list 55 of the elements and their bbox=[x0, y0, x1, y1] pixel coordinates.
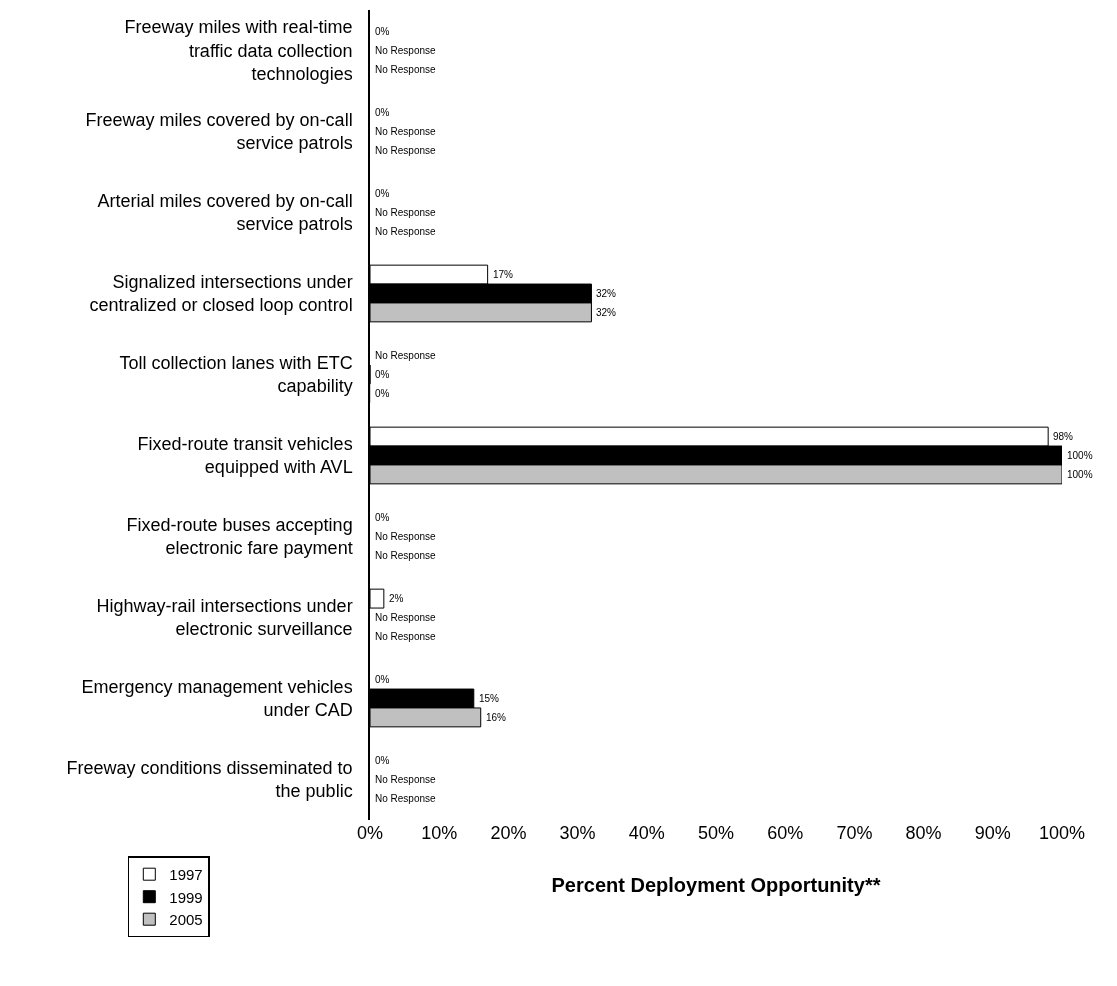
x-tick-label: 10% bbox=[421, 823, 458, 843]
data-label: 16% bbox=[486, 712, 507, 723]
x-axis-title: Percent Deployment Opportunity** bbox=[551, 873, 881, 896]
text: No Response bbox=[375, 531, 436, 542]
x-tick-label: 30% bbox=[559, 823, 596, 843]
y-tick-label: Highway-rail intersections under electronic surveillance bbox=[96, 596, 353, 640]
x-tick-label: 40% bbox=[628, 823, 665, 843]
data-label: 0% bbox=[375, 26, 390, 37]
legend-label: 2005 bbox=[169, 911, 203, 929]
y-tick-label: Arterial miles covered by on-call service patrols bbox=[97, 191, 353, 235]
y-tick-label: Freeway miles with real-time traffic data collection technologies bbox=[124, 17, 353, 85]
data-label: 32% bbox=[596, 288, 617, 299]
text: No Response bbox=[375, 207, 436, 218]
y-tick-label: Toll collection lanes with ETC capability bbox=[119, 353, 353, 397]
data-label: 0% bbox=[375, 674, 390, 685]
x-tick-label: 0% bbox=[356, 823, 384, 843]
data-label: 0% bbox=[375, 512, 390, 523]
x-tick-label: 20% bbox=[490, 823, 527, 843]
legend-label: 1999 bbox=[169, 888, 203, 906]
y-tick-label: Fixed-route transit vehicles equipped with AVL bbox=[137, 434, 353, 478]
x-tick-label: 100% bbox=[1038, 823, 1086, 843]
data-label: 0% bbox=[375, 188, 390, 199]
data-label: 0% bbox=[375, 369, 390, 380]
text: No Response bbox=[375, 612, 436, 623]
text: No Response bbox=[375, 45, 436, 56]
data-label: 100% bbox=[1067, 469, 1093, 480]
text: No Response bbox=[375, 793, 436, 804]
text: No Response bbox=[375, 631, 436, 642]
data-label: 32% bbox=[596, 307, 617, 318]
text: No Response bbox=[375, 126, 436, 137]
text: No Response bbox=[375, 350, 436, 361]
data-label: 100% bbox=[1067, 450, 1093, 461]
y-tick-label: Signalized intersections under centralized or closed loop control bbox=[89, 272, 353, 316]
text: No Response bbox=[375, 145, 436, 156]
legend-label: 1997 bbox=[169, 866, 203, 884]
data-label: 15% bbox=[479, 693, 500, 704]
y-tick-label: Fixed-route buses accepting electronic fare payment bbox=[126, 515, 353, 559]
y-tick-label: Freeway conditions disseminated to the public bbox=[66, 758, 353, 802]
x-tick-label: 70% bbox=[836, 823, 873, 843]
x-tick-label: 80% bbox=[905, 823, 942, 843]
text: No Response bbox=[375, 226, 436, 237]
data-label: 98% bbox=[1053, 431, 1074, 442]
y-tick-label: Freeway miles covered by on-call service patrols bbox=[85, 110, 353, 154]
data-label: 17% bbox=[493, 269, 514, 280]
data-label: 0% bbox=[375, 755, 390, 766]
y-tick-label: Emergency management vehicles under CAD bbox=[81, 677, 353, 721]
data-label: 2% bbox=[389, 593, 404, 604]
x-tick-label: 50% bbox=[697, 823, 735, 843]
data-label: 0% bbox=[375, 107, 390, 118]
data-label: 0% bbox=[375, 388, 390, 399]
x-tick-label: 90% bbox=[974, 823, 1011, 843]
text: No Response bbox=[375, 774, 436, 785]
text: No Response bbox=[375, 550, 436, 561]
text: No Response bbox=[375, 64, 436, 75]
x-tick-label: 60% bbox=[767, 823, 804, 843]
